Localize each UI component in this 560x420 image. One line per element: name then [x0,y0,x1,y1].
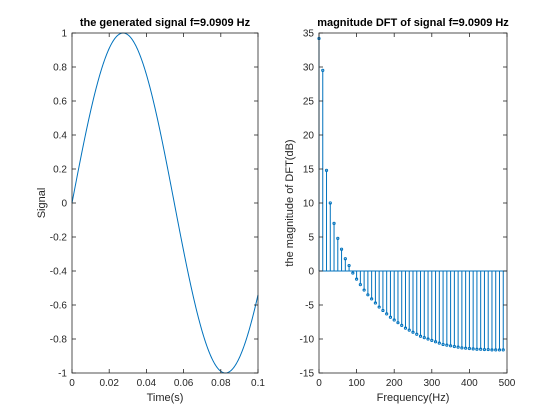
x-tick-label: 400 [461,378,478,389]
y-tick-label: -0.4 [50,267,68,278]
y-tick-label: 35 [303,29,315,40]
signal-line [71,32,259,374]
signal-ticks: 0 0.02 0.04 0.06 0.08 0.1 -1 -0.8 -0.6 -0.4 -0.2 0 0… [50,29,266,390]
axes-box [71,32,259,374]
y-tick-label: 5 [308,233,314,244]
stem-marker [343,257,347,261]
y-tick-label: 10 [303,199,315,210]
stem-marker [422,336,426,340]
stem-marker [324,168,329,172]
stem-marker [471,347,475,351]
stem-marker [467,346,471,351]
stem-marker [377,305,381,309]
stem-marker [441,342,445,347]
y-tick-label: 0 [61,199,67,210]
y-tick-label: 20 [303,131,315,142]
signal-axes [71,32,259,374]
stem-marker [407,328,411,332]
dft-plot-area [317,36,507,352]
stem-marker [373,301,377,305]
stem-marker [347,263,351,268]
dft-x-axis-label: Frequency(Hz) [377,392,450,404]
y-tick-label: -5 [305,301,314,312]
stem-marker [403,326,408,330]
signal-plot-area [71,32,259,374]
stem-marker [411,330,415,334]
signal-x-axis-label: Time(s) [147,392,184,404]
x-tick-label: 0.1 [251,378,265,389]
stem-marker [433,340,438,344]
stem-marker [366,293,370,297]
y-tick-label: 1 [61,29,67,40]
y-tick-label: -15 [300,369,315,380]
stem-marker [426,337,430,341]
stem-marker [381,308,385,313]
x-tick-label: 500 [499,378,516,389]
signal-chart: the generated signal f=9.0909 Hz 0 0.02 0.… [36,17,265,404]
y-tick-label: 0 [308,267,314,278]
stem-marker [415,332,419,336]
stem-marker [339,247,344,251]
stem-marker [486,347,490,352]
dft-chart: magnitude DFT of signal f=9.0909 Hz 0 100… [284,17,516,404]
stem-marker [388,315,393,319]
stem-marker [501,348,505,352]
x-tick-label: 100 [348,378,365,389]
x-tick-label: 0 [316,378,322,389]
y-tick-label: -10 [300,335,315,346]
dft-y-axis-label: the magnitude of DFT(dB) [284,139,296,266]
stem-marker [332,221,336,225]
stem-marker [321,68,325,73]
stem-marker [437,341,441,345]
stem-marker [328,201,332,205]
y-tick-label: -1 [58,369,67,380]
stem-marker [358,283,362,287]
stem-marker [362,288,366,292]
stem-marker [464,346,468,350]
stem-marker [482,347,487,352]
x-tick-label: 0.06 [174,378,194,389]
x-tick-label: 0.04 [137,378,157,389]
stem-marker [460,346,464,350]
stem-marker [351,271,355,275]
y-tick-label: 0.4 [53,131,67,142]
stem-marker [396,321,400,325]
signal-y-axis-label: Signal [36,188,48,219]
y-tick-label: 0.6 [53,97,67,108]
x-tick-label: 200 [386,378,403,389]
y-tick-label: -0.2 [50,233,68,244]
stem-marker [494,348,498,352]
x-tick-label: 300 [423,378,440,389]
signal-chart-title: the generated signal f=9.0909 Hz [80,17,251,29]
stem-marker [400,323,404,327]
y-tick-label: 0.8 [53,63,67,74]
y-tick-label: 0.2 [53,165,67,176]
stem-marker [452,344,456,349]
x-tick-label: 0 [69,378,75,389]
stem-marker [355,277,359,281]
stem-marker [418,334,423,338]
stem-marker [456,345,460,349]
dft-ticks: 0 100 200 300 400 500 -15 -10 -5 0 5 10 15 20 25 30 35 [300,29,516,390]
stem-marker [449,344,453,348]
y-tick-label: 30 [303,63,315,74]
stem-marker [392,318,396,322]
y-tick-label: 25 [303,97,315,108]
stem-marker [475,347,479,351]
stem-marker [497,348,502,352]
stem-marker [385,312,389,316]
y-tick-label: 15 [303,165,315,176]
x-tick-label: 0.08 [211,378,231,389]
stem-marker [479,347,483,351]
y-tick-label: -0.8 [50,335,68,346]
y-tick-label: -0.6 [50,301,68,312]
stem-marker [490,348,494,352]
stem-marker [430,338,434,342]
stem-marker [370,297,374,301]
dft-chart-title: magnitude DFT of signal f=9.0909 Hz [317,17,509,29]
stem-marker [445,343,449,347]
x-tick-label: 0.02 [99,378,119,389]
stem-marker [336,236,340,240]
